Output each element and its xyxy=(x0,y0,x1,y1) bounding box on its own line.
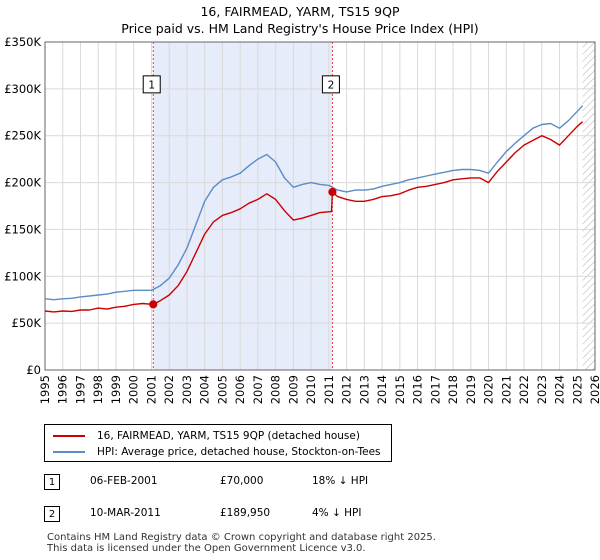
x-tick-label: 2017 xyxy=(428,375,442,404)
x-tick-label: 1999 xyxy=(109,375,123,404)
x-tick-label: 1998 xyxy=(91,375,105,404)
x-tick-label: 2003 xyxy=(180,375,194,404)
x-tick-label: 2008 xyxy=(269,375,283,404)
x-tick-label: 2022 xyxy=(517,375,531,404)
x-tick-label: 2019 xyxy=(464,375,478,404)
x-tick-label: 2023 xyxy=(535,375,549,404)
transaction-badge: 1 xyxy=(44,474,60,490)
x-tick-label: 1997 xyxy=(73,375,87,404)
x-tick-label: 2014 xyxy=(375,375,389,404)
sale-label-box xyxy=(321,75,340,94)
x-tick-label: 2002 xyxy=(162,375,176,404)
x-tick-label: 2010 xyxy=(304,375,318,404)
sale-label: 2 xyxy=(328,79,335,91)
legend-item-property: 16, FAIRMEAD, YARM, TS15 9QP (detached h… xyxy=(53,428,360,444)
x-tick-label: 2025 xyxy=(570,375,584,404)
x-tick-label: 1996 xyxy=(56,375,70,404)
legend-swatch-red xyxy=(53,435,85,437)
x-tick-label: 2026 xyxy=(588,375,600,404)
x-tick-label: 1995 xyxy=(38,375,52,404)
x-tick-label: 2013 xyxy=(357,375,371,404)
transaction-price: £70,000 xyxy=(220,475,264,487)
transaction-date: 06-FEB-2001 xyxy=(90,475,158,487)
x-tick-label: 2011 xyxy=(322,375,336,404)
sale-point xyxy=(149,300,158,309)
transaction-badge: 2 xyxy=(44,506,60,522)
legend-label-hpi: HPI: Average price, detached house, Stoc… xyxy=(97,446,381,458)
chart-subtitle: Price paid vs. HM Land Registry's House … xyxy=(121,21,479,36)
y-tick-label: £350K xyxy=(4,35,41,49)
price-chart: £0 £50K £100K £150K £200K £250K £300K £350K 1995… xyxy=(4,35,600,404)
footer-licence: This data is licensed under the Open Gov… xyxy=(47,543,366,554)
hpi-line xyxy=(44,105,584,301)
y-tick-label: £50K xyxy=(12,316,42,330)
y-tick-label: £200K xyxy=(4,176,41,190)
sale-point xyxy=(328,187,337,197)
y-tick-label: £300K xyxy=(4,82,41,96)
sale-label: 1 xyxy=(148,79,155,91)
legend-label-property: 16, FAIRMEAD, YARM, TS15 9QP (detached h… xyxy=(97,430,360,442)
x-tick-label: 2015 xyxy=(393,375,407,404)
y-tick-label: £100K xyxy=(4,269,41,283)
x-tick-label: 2007 xyxy=(251,375,265,404)
x-tick-label: 2020 xyxy=(482,375,496,404)
x-tick-label: 2018 xyxy=(446,375,460,404)
legend: 16, FAIRMEAD, YARM, TS15 9QP (detached h… xyxy=(44,424,392,462)
x-tick-label: 2009 xyxy=(286,375,300,404)
transaction-price: £189,950 xyxy=(220,507,271,519)
plot-frame xyxy=(44,41,596,371)
transaction-date: 10-MAR-2011 xyxy=(90,507,161,519)
y-tick-label: £0 xyxy=(26,363,41,377)
legend-swatch-blue xyxy=(53,451,85,453)
x-tick-label: 2024 xyxy=(553,375,567,404)
footer-copyright: Contains HM Land Registry data © Crown c… xyxy=(47,532,436,543)
x-tick-label: 2012 xyxy=(340,375,354,404)
transaction-hpi: 4% ↓ HPI xyxy=(312,507,362,519)
chart-title: 16, FAIRMEAD, YARM, TS15 9QP xyxy=(200,4,400,19)
y-tick-label: £250K xyxy=(4,129,41,143)
x-tick-label: 2001 xyxy=(144,375,158,404)
legend-item-hpi: HPI: Average price, detached house, Stoc… xyxy=(53,444,381,460)
y-tick-label: £150K xyxy=(4,222,41,236)
x-tick-label: 2005 xyxy=(215,375,229,404)
x-tick-label: 2021 xyxy=(499,375,513,404)
x-tick-label: 2006 xyxy=(233,375,247,404)
forecast-hatch xyxy=(582,42,595,370)
x-tick-label: 2000 xyxy=(127,375,141,404)
sale-label-box xyxy=(142,75,161,94)
transaction-hpi: 18% ↓ HPI xyxy=(312,475,369,487)
x-tick-label: 2004 xyxy=(198,375,212,404)
x-tick-label: 2016 xyxy=(411,375,425,404)
ownership-span xyxy=(153,42,333,370)
property-price-line xyxy=(44,121,584,313)
